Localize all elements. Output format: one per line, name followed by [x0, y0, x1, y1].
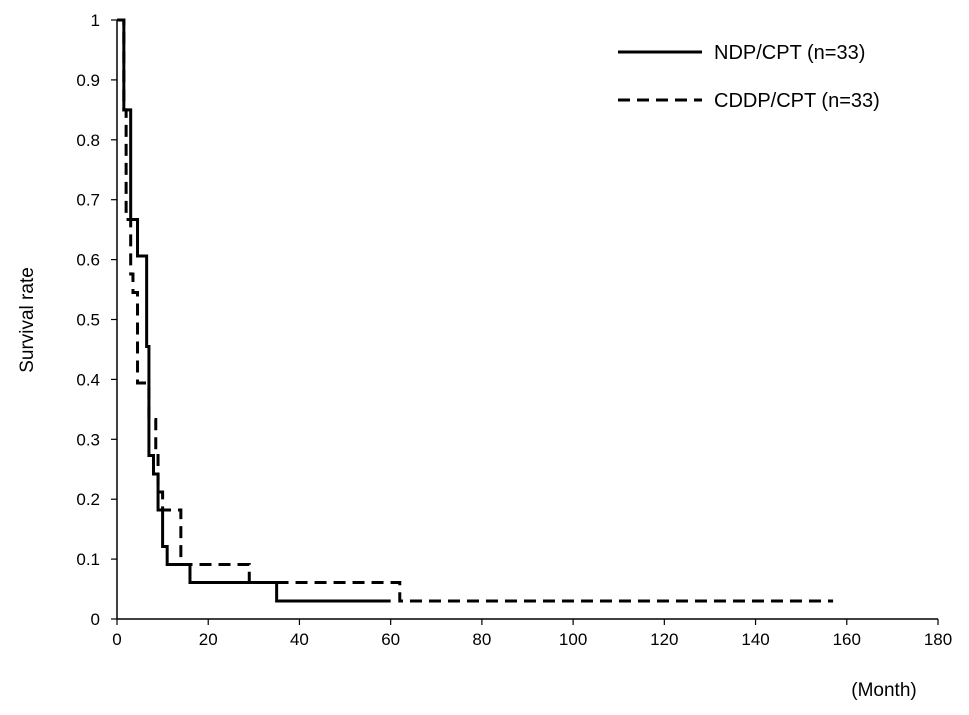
y-tick-label: 0.4 — [76, 370, 100, 389]
tick-group: 0 20 40 60 80 100 120 140 160 180 0 0.1 0.2 0.3 0.4 0.5… — [76, 11, 952, 649]
x-tick-label: 180 — [924, 630, 952, 649]
legend-label-ndp-cpt: NDP/CPT (n=33) — [714, 42, 865, 64]
y-tick-label: 0.8 — [76, 131, 100, 150]
y-tick-label: 0.5 — [76, 311, 100, 330]
x-axis-title: (Month) — [851, 680, 916, 701]
y-tick-label: 0.1 — [76, 550, 100, 569]
x-tick-label: 120 — [650, 630, 678, 649]
y-tick-label: 0 — [91, 610, 100, 629]
series-line-ndp-cpt — [117, 18, 391, 603]
x-tick-label: 0 — [112, 630, 121, 649]
y-axis-title: Survival rate — [17, 267, 38, 373]
y-tick-label: 0.7 — [76, 191, 100, 210]
x-tick-label: 40 — [290, 630, 309, 649]
y-tick-label: 0.6 — [76, 251, 100, 270]
legend-label-cddp-cpt: CDDP/CPT (n=33) — [714, 90, 880, 112]
legend: NDP/CPT (n=33) CDDP/CPT (n=33) — [618, 42, 880, 112]
x-tick-label: 140 — [741, 630, 769, 649]
x-tick-label: 20 — [199, 630, 218, 649]
y-tick-label: 0.9 — [76, 71, 100, 90]
x-tick-label: 160 — [833, 630, 861, 649]
series-group — [117, 18, 834, 603]
y-tick-label: 0.2 — [76, 490, 100, 509]
x-tick-label: 60 — [381, 630, 400, 649]
series-line-cddp-cpt — [117, 18, 834, 603]
y-tick-label: 0.3 — [76, 430, 100, 449]
y-tick-label: 1 — [91, 11, 100, 30]
x-tick-label: 100 — [559, 630, 587, 649]
x-tick-label: 80 — [472, 630, 491, 649]
